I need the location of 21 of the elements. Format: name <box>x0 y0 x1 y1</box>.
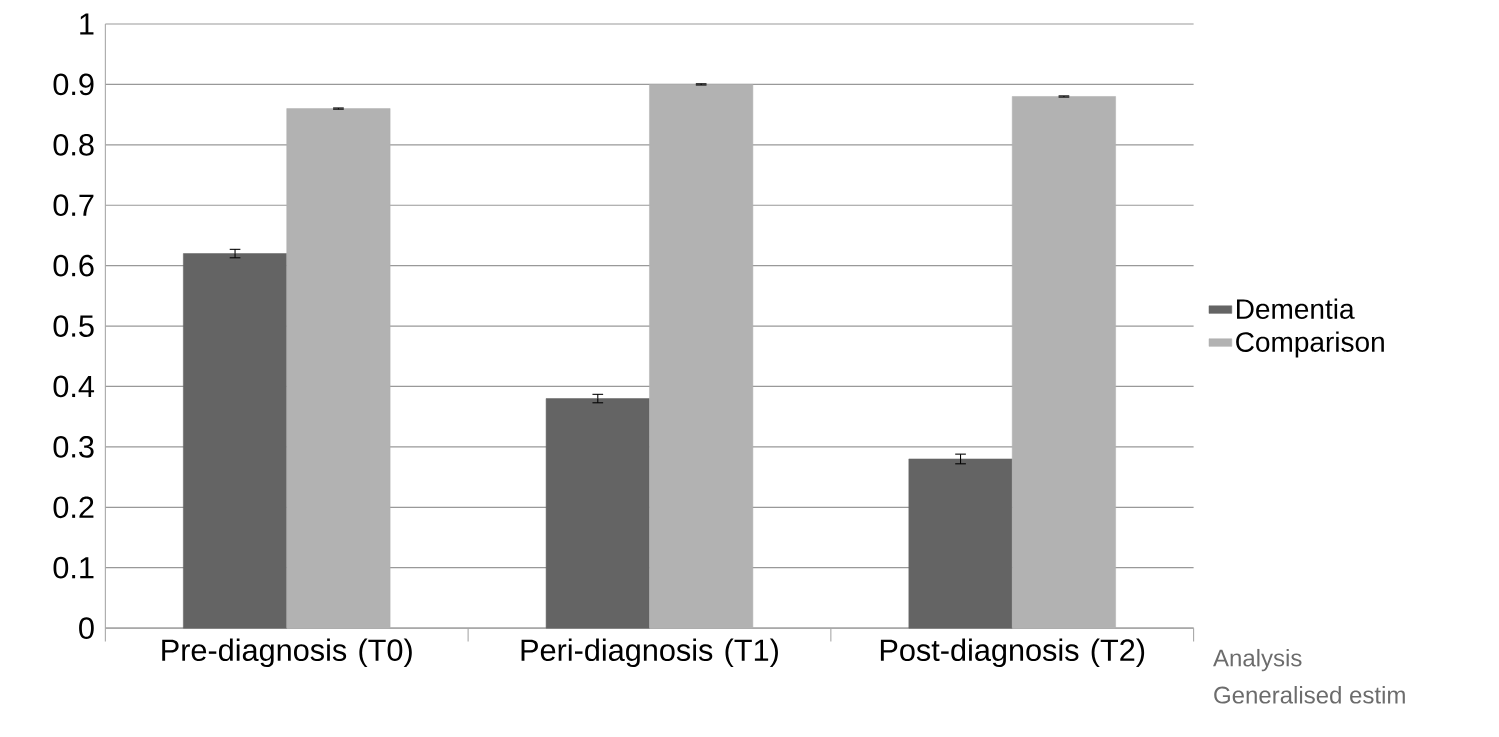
bar <box>545 398 650 629</box>
y-tick-label: 0.5 <box>53 314 94 337</box>
legend-label: Dementia <box>1237 298 1355 319</box>
y-tick-label: 0.2 <box>53 496 94 518</box>
text: Analysis <box>1213 648 1302 672</box>
legend-label: Comparison <box>1236 331 1384 358</box>
y-tick-label: 0.9 <box>53 73 94 96</box>
y-tick-label: 0.3 <box>53 435 94 458</box>
bar <box>908 458 1013 629</box>
y-tick-label: 0.1 <box>53 556 94 579</box>
y-tick-label: 0.6 <box>53 254 94 277</box>
bar <box>183 253 288 629</box>
y-tick-label: 0.7 <box>53 194 94 216</box>
x-tick-label: Peri-diagnosis (T1) <box>521 638 778 667</box>
x-tick-label: Pre-diagnosis (T0) <box>162 638 412 667</box>
x-tick-label: Post-diagnosis (T2) <box>880 638 1145 667</box>
y-tick-label: 0.8 <box>53 133 94 156</box>
text: Generalised estim <box>1214 685 1405 704</box>
y-tick-label: 0.4 <box>53 375 95 398</box>
y-tick-label: 1 <box>80 13 94 35</box>
y-tick-label: 0 <box>79 617 94 639</box>
